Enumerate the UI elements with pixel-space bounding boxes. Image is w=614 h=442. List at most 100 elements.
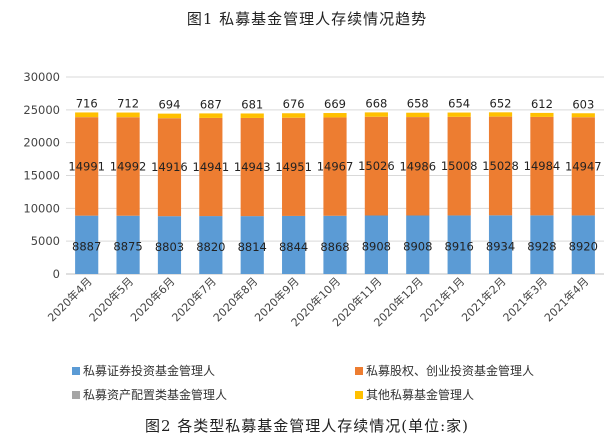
- labels-layer: 8887 14991 716 8875 14992 712 8803 14916 694 8820…: [68, 96, 601, 254]
- bar-segment-3: [282, 113, 306, 118]
- legend-swatch: [355, 367, 363, 375]
- chart-caption: 图2 各类型私募基金管理人存续情况(单位:家): [145, 417, 469, 435]
- data-label: 668: [365, 96, 387, 110]
- legend-swatch: [72, 391, 80, 399]
- data-label: 8934: [486, 239, 515, 253]
- data-label: 14991: [68, 159, 105, 173]
- bar-segment-3: [488, 112, 513, 117]
- data-label: 681: [241, 97, 263, 111]
- data-label: 712: [117, 97, 139, 111]
- bar-segment-0: [157, 216, 182, 274]
- y-tick-label: 30000: [23, 70, 60, 84]
- bar-segment-0: [323, 215, 347, 274]
- bar-segment-1: [447, 116, 471, 216]
- data-label: 654: [448, 97, 470, 111]
- data-label: 669: [324, 97, 346, 111]
- legend-label: 私募证券投资基金管理人: [83, 363, 215, 378]
- data-label: 14916: [151, 160, 188, 174]
- data-label: 8920: [569, 239, 598, 253]
- data-label: 612: [531, 97, 553, 111]
- legend-label: 私募股权、创业投资基金管理人: [366, 363, 534, 378]
- bar-segment-1: [530, 116, 554, 216]
- data-label: 8820: [196, 240, 225, 254]
- data-label: 14984: [524, 159, 561, 173]
- data-label: 8875: [113, 240, 142, 254]
- data-label: 15026: [358, 159, 395, 173]
- bar-segment-3: [406, 112, 430, 118]
- data-label: 15008: [441, 159, 478, 173]
- bar-segment-1: [157, 118, 182, 217]
- data-label: 8908: [362, 240, 391, 254]
- y-axis: 0 5000 10000 15000 20000 25000 30000: [23, 70, 60, 281]
- bar-segment-0: [447, 215, 471, 274]
- bar-segment-3: [571, 113, 595, 118]
- data-label: 8803: [155, 240, 184, 254]
- bar-segment-3: [447, 112, 471, 117]
- bar-segment-1: [364, 116, 388, 216]
- data-label: 8814: [238, 240, 267, 254]
- bar-segment-3: [364, 112, 388, 117]
- data-label: 716: [76, 96, 98, 110]
- bar-segment-0: [406, 215, 430, 274]
- data-label: 14951: [275, 160, 312, 174]
- x-axis: 2020年4月2020年5月2020年6月2020年7月2020年8月2020年…: [45, 274, 592, 329]
- bar-segment-1: [406, 117, 430, 216]
- y-tick-label: 25000: [23, 103, 60, 117]
- data-label: 14986: [399, 159, 436, 173]
- x-tick-label: 2021年4月: [541, 274, 591, 324]
- y-tick-label: 15000: [23, 169, 60, 183]
- bar-segment-0: [530, 215, 554, 274]
- data-label: 14967: [317, 160, 354, 174]
- data-label: 14941: [193, 160, 230, 174]
- y-tick-label: 5000: [31, 234, 60, 248]
- bar-segment-0: [282, 215, 306, 274]
- data-label: 652: [490, 96, 512, 110]
- legend-swatch: [355, 391, 363, 399]
- bar-segment-3: [116, 112, 140, 118]
- data-label: 658: [407, 97, 429, 111]
- bar-segment-0: [364, 215, 388, 274]
- bar-segment-3: [240, 113, 264, 118]
- bar-segment-1: [116, 117, 140, 216]
- bar-segment-3: [199, 113, 223, 118]
- bars-layer: [75, 112, 595, 274]
- bar-segment-1: [240, 117, 264, 217]
- data-label: 14947: [565, 159, 602, 173]
- data-label: 8916: [445, 239, 474, 253]
- bar-segment-1: [488, 116, 513, 216]
- bar-segment-0: [199, 216, 223, 274]
- chart-title: 图1 私募基金管理人存续情况趋势: [187, 10, 427, 28]
- data-label: 14943: [234, 160, 271, 174]
- bar-segment-3: [530, 112, 554, 117]
- bar-segment-0: [75, 215, 99, 274]
- data-label: 14992: [110, 159, 147, 173]
- data-label: 8908: [403, 240, 432, 254]
- data-label: 676: [283, 97, 305, 111]
- bar-segment-0: [240, 216, 264, 274]
- bar-segment-3: [75, 112, 99, 118]
- data-label: 15028: [482, 159, 519, 173]
- data-label: 8928: [527, 239, 556, 253]
- legend-label: 其他私募基金管理人: [366, 387, 474, 402]
- bar-segment-1: [571, 117, 595, 216]
- bar-segment-3: [157, 113, 182, 119]
- y-tick-label: 10000: [23, 201, 60, 215]
- legend-label: 私募资产配置类基金管理人: [83, 387, 227, 402]
- data-label: 694: [158, 98, 180, 112]
- bar-segment-3: [323, 113, 347, 118]
- data-label: 603: [572, 97, 594, 111]
- bar-segment-1: [199, 117, 223, 217]
- data-label: 8887: [72, 240, 101, 254]
- bar-segment-0: [488, 215, 513, 274]
- bar-segment-0: [571, 215, 595, 274]
- legend-swatch: [72, 367, 80, 375]
- bar-segment-1: [323, 117, 347, 216]
- bar-segment-1: [282, 117, 306, 216]
- bar-segment-0: [116, 215, 140, 274]
- y-tick-label: 0: [53, 267, 60, 281]
- y-tick-label: 20000: [23, 136, 60, 150]
- data-label: 8844: [279, 240, 308, 254]
- data-label: 687: [200, 97, 222, 111]
